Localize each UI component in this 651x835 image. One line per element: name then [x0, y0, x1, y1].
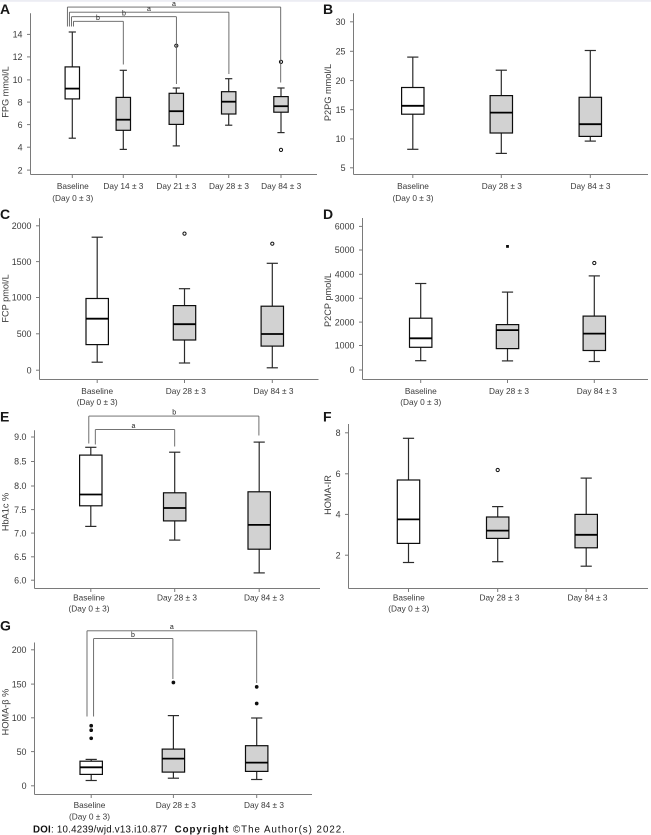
svg-text:2: 2	[18, 165, 23, 175]
svg-text:Day 21 ± 3: Day 21 ± 3	[156, 181, 196, 191]
svg-text:2: 2	[336, 550, 341, 560]
svg-text:Day 84 ± 3: Day 84 ± 3	[261, 181, 301, 191]
svg-text:4000: 4000	[335, 270, 355, 280]
svg-text:15: 15	[336, 105, 346, 115]
svg-text:25: 25	[336, 47, 346, 57]
svg-text:Day 84 ± 3: Day 84 ± 3	[570, 181, 610, 191]
svg-text:100: 100	[12, 713, 27, 723]
svg-text:a: a	[172, 1, 176, 8]
svg-text:Baseline: Baseline	[57, 181, 89, 191]
svg-text:(Day 0 ± 3): (Day 0 ± 3)	[393, 193, 434, 203]
svg-text:D: D	[323, 206, 333, 222]
svg-text:A: A	[0, 1, 10, 17]
svg-text:Day 84 ± 3: Day 84 ± 3	[567, 593, 607, 603]
svg-text:a: a	[170, 624, 174, 631]
svg-text:7.0: 7.0	[14, 528, 26, 538]
svg-text:10: 10	[336, 134, 346, 144]
svg-text:200: 200	[12, 645, 27, 655]
svg-text:Baseline: Baseline	[397, 181, 429, 191]
svg-text:1500: 1500	[12, 257, 32, 267]
svg-text:8.0: 8.0	[14, 481, 26, 491]
svg-text:Day 14 ± 3: Day 14 ± 3	[103, 181, 143, 191]
svg-text:4: 4	[18, 142, 23, 152]
svg-text:b: b	[131, 632, 135, 639]
svg-text:Day 28 ± 3: Day 28 ± 3	[489, 386, 529, 396]
svg-text:Day 84 ± 3: Day 84 ± 3	[244, 593, 284, 603]
svg-text:500: 500	[17, 329, 32, 339]
svg-text:7.5: 7.5	[14, 505, 26, 515]
svg-text:5000: 5000	[335, 245, 355, 255]
svg-text:b: b	[172, 410, 176, 417]
svg-text:2000: 2000	[12, 221, 32, 231]
svg-text:6: 6	[18, 120, 23, 130]
svg-text:14: 14	[13, 30, 23, 40]
svg-text:2000: 2000	[335, 317, 355, 327]
svg-text:Day 84 ± 3: Day 84 ± 3	[577, 386, 617, 396]
svg-text:b: b	[96, 15, 100, 22]
svg-text:Day 28 ± 3: Day 28 ± 3	[482, 181, 522, 191]
svg-text:E: E	[0, 409, 9, 425]
svg-text:(Day 0 ± 3): (Day 0 ± 3)	[400, 397, 441, 407]
svg-text:12: 12	[13, 52, 23, 62]
svg-text:FCP pmol/L: FCP pmol/L	[0, 274, 10, 322]
svg-text:Day 84 ± 3: Day 84 ± 3	[253, 386, 293, 396]
svg-text:(Day 0 ± 3): (Day 0 ± 3)	[69, 604, 110, 614]
svg-text:(Day 0 ± 3): (Day 0 ± 3)	[52, 193, 93, 203]
svg-text:6000: 6000	[335, 222, 355, 232]
svg-text:50: 50	[17, 747, 27, 757]
svg-text:Baseline: Baseline	[81, 386, 113, 396]
svg-text:a: a	[147, 6, 151, 13]
svg-text:(Day 0 ± 3): (Day 0 ± 3)	[388, 604, 429, 614]
svg-text:Baseline: Baseline	[405, 386, 437, 396]
svg-text:a: a	[132, 423, 136, 430]
svg-text:HOMA-β %: HOMA-β %	[0, 689, 10, 736]
svg-text:4: 4	[336, 510, 341, 520]
svg-text:3000: 3000	[335, 294, 355, 304]
svg-text:6: 6	[336, 469, 341, 479]
svg-text:8.5: 8.5	[14, 457, 26, 467]
svg-text:FPG mmol/L: FPG mmol/L	[0, 66, 10, 118]
svg-text:B: B	[323, 1, 333, 17]
svg-text:0: 0	[350, 365, 355, 375]
svg-text:P2CP pmol/L: P2CP pmol/L	[323, 273, 333, 327]
svg-text:(Day 0 ± 3): (Day 0 ± 3)	[77, 397, 118, 407]
svg-text:6.0: 6.0	[14, 575, 26, 585]
svg-text:Day 28 ± 3: Day 28 ± 3	[166, 386, 206, 396]
svg-text:8: 8	[18, 97, 23, 107]
svg-text:Day 84 ± 3: Day 84 ± 3	[244, 800, 284, 810]
svg-text:0: 0	[27, 365, 32, 375]
svg-text:P2PG mmol/L: P2PG mmol/L	[323, 64, 333, 121]
svg-text:0: 0	[22, 781, 27, 791]
svg-text:20: 20	[336, 76, 346, 86]
svg-text:HbA1c %: HbA1c %	[0, 493, 10, 531]
svg-text:10: 10	[13, 75, 23, 85]
svg-text:5: 5	[341, 163, 346, 173]
svg-text:F: F	[323, 409, 332, 425]
svg-text:(Day 0 ± 3): (Day 0 ± 3)	[69, 812, 110, 822]
svg-text:9.0: 9.0	[14, 432, 26, 442]
svg-text:6.5: 6.5	[14, 552, 26, 562]
svg-text:b: b	[122, 11, 126, 18]
svg-text:Baseline: Baseline	[74, 800, 106, 810]
svg-text:Day 28 ± 3: Day 28 ± 3	[157, 593, 197, 603]
svg-text:C: C	[0, 206, 10, 222]
svg-text:Day 28 ± 3: Day 28 ± 3	[209, 181, 249, 191]
svg-text:DOI: 10.4239/wjd.v13.i10.877 C: DOI: 10.4239/wjd.v13.i10.877 Copyright ©…	[33, 825, 346, 835]
svg-text:1000: 1000	[12, 293, 32, 303]
svg-text:Day 28 ± 3: Day 28 ± 3	[479, 593, 519, 603]
svg-text:1000: 1000	[335, 341, 355, 351]
svg-text:150: 150	[12, 679, 27, 689]
svg-text:8: 8	[336, 428, 341, 438]
svg-text:30: 30	[336, 17, 346, 27]
svg-text:HOMA-IR: HOMA-IR	[323, 475, 333, 515]
svg-text:G: G	[0, 618, 11, 634]
svg-text:Baseline: Baseline	[73, 593, 105, 603]
svg-text:Day 28 ± 3: Day 28 ± 3	[156, 800, 196, 810]
svg-text:Baseline: Baseline	[393, 593, 425, 603]
